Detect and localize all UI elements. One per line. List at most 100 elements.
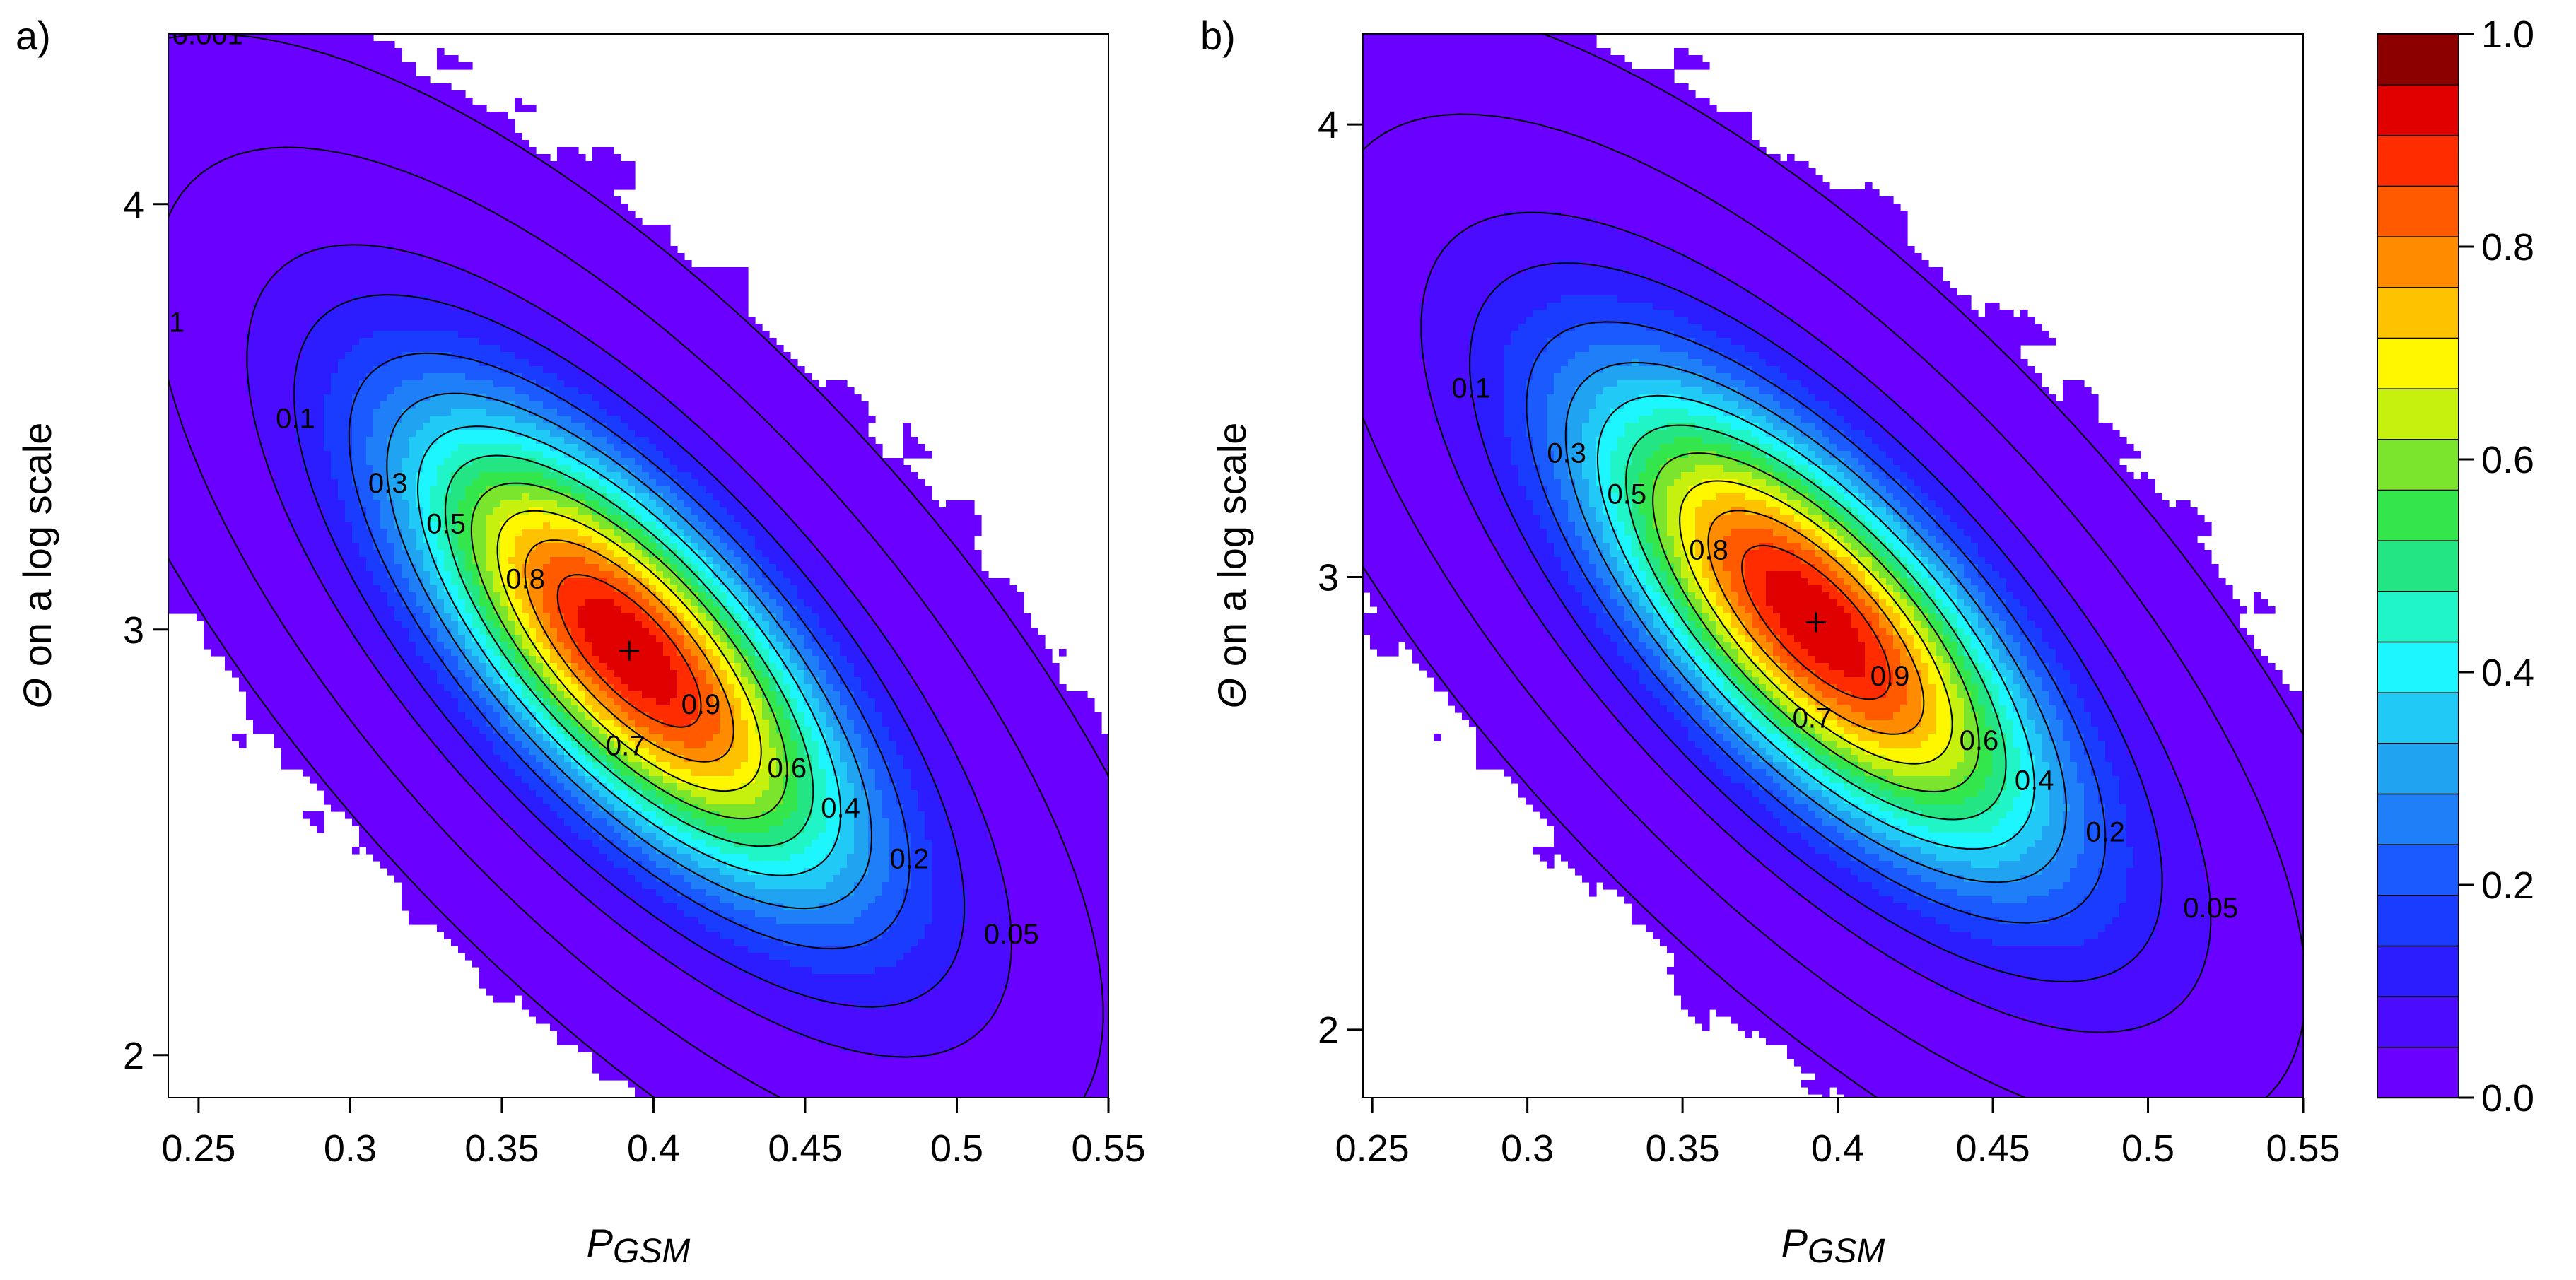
panel-a-heat-cell <box>585 769 600 777</box>
panel-b-heat-cell <box>1624 522 1632 529</box>
panel-b-heat-cell <box>1886 430 1929 438</box>
colorbar-segment <box>2377 945 2459 997</box>
panel-b-heat-cell <box>1596 401 1625 409</box>
panel-b-heat-cell <box>1681 705 1703 713</box>
panel-a-heat-cell <box>868 939 918 946</box>
panel-a-heat-cell <box>720 564 734 572</box>
panel-b-heat-cell <box>2006 515 2205 522</box>
panel-a-heat-cell <box>684 656 699 664</box>
panel-b-heat-cell <box>1752 366 1781 374</box>
panel-a-heat-cell <box>1009 960 1108 968</box>
panel-a-heat-cell <box>783 1023 982 1031</box>
panel-b-heat-cell <box>1709 720 1724 727</box>
panel-b-heat-cell <box>1688 635 1696 642</box>
panel-b-heat-cell <box>1469 373 1505 381</box>
panel-b-heat-cell <box>1907 486 1922 494</box>
panel-a-heat-cell <box>713 472 749 480</box>
panel-b-contour-label: 0.8 <box>1689 534 1728 565</box>
panel-a-heat-cell <box>472 458 537 466</box>
panel-b-heat-cell <box>1914 656 1922 664</box>
panel-b-heat-cell <box>1624 571 1632 579</box>
panel-b-heat-cell <box>1363 522 1484 529</box>
panel-b-heat-cell <box>2035 776 2049 784</box>
panel-b-heat-cell <box>1759 783 1781 791</box>
panel-a-heat-cell <box>663 529 671 536</box>
panel-b-heat-cell <box>1702 613 1710 621</box>
panel-a-heat-cell <box>706 903 734 911</box>
panel-a-heat-cell <box>790 712 805 720</box>
panel-b-heat-cell <box>1603 557 1618 565</box>
panel-a-heat-cell <box>911 854 932 862</box>
panel-b-heat-cell <box>1674 543 1682 551</box>
panel-b-heat-cell <box>1363 182 1830 190</box>
panel-a-heat-cell <box>387 472 402 480</box>
panel-b-heat-cell <box>1695 423 1731 430</box>
panel-b-heat-cell <box>1738 599 1752 607</box>
panel-a-heat-cell <box>571 804 586 812</box>
panel-a-heat-cell <box>444 755 480 763</box>
panel-b-heat-cell <box>1978 670 1993 678</box>
panel-b-heat-cell <box>2013 677 2028 685</box>
panel-b-heat-cell <box>1617 578 1625 586</box>
panel-b-heat-cell <box>1674 635 1689 642</box>
panel-b-heat-cell <box>1617 437 1639 445</box>
panel-a-heat-cell <box>571 847 600 855</box>
panel-a-heat-cell <box>451 691 466 699</box>
panel-b-heat-cell <box>1900 804 1993 812</box>
panel-a-heat-cell <box>550 741 558 748</box>
panel-b-heat-cell <box>2070 635 2099 642</box>
panel-b-heat-cell <box>1596 444 1618 452</box>
panel-a-heat-cell <box>550 783 565 791</box>
panel-a-heat-cell <box>649 868 671 876</box>
panel-b-heat-cell <box>1723 352 1760 360</box>
panel-a-heat-cell <box>819 642 841 650</box>
panel-b-heat-cell <box>1533 847 1745 855</box>
panel-a-heat-cell <box>515 769 537 777</box>
panel-b-heat-cell <box>1653 635 1668 642</box>
panel-a-heat-cell <box>875 776 890 784</box>
panel-a-heat-cell <box>486 720 501 727</box>
panel-a-heat-cell <box>571 755 586 763</box>
panel-b-heat-cell <box>1617 543 1632 551</box>
panel-b-heat-cell <box>1646 642 1661 650</box>
panel-a-heat-cell <box>727 635 742 642</box>
svg-text:0.7: 0.7 <box>606 730 645 761</box>
panel-b-heat-cell <box>1829 748 1851 756</box>
panel-a-heat-cell <box>819 592 855 600</box>
panel-a-heat-cell <box>967 1038 1108 1045</box>
panel-a-heat-cell <box>168 606 339 614</box>
panel-b-heat-cell <box>1709 663 1717 671</box>
panel-b-heat-cell <box>1688 564 1703 572</box>
panel-b-heat-cell <box>2133 691 2303 699</box>
panel-b-heat-cell <box>1363 310 1420 317</box>
panel-a-heat-cell <box>168 387 247 395</box>
panel-b-heat-cell <box>1716 663 1731 671</box>
panel-a-heat-cell <box>621 720 636 727</box>
panel-a-heat-cell <box>889 847 911 855</box>
panel-a-heat-cell <box>840 790 855 798</box>
panel-a-heat-cell <box>515 691 522 699</box>
panel-b-heat-cell <box>1646 536 1661 544</box>
panel-a-heat-cell <box>677 826 699 833</box>
panel-a-heat-cell <box>168 98 473 105</box>
panel-a-heat-cell <box>607 409 643 416</box>
panel-b-heat-cell <box>1872 380 2042 388</box>
panel-b-heat-cell <box>2049 606 2085 614</box>
panel-a-heat-cell <box>529 734 544 741</box>
panel-a-heat-cell <box>762 656 770 664</box>
panel-a-heat-cell <box>819 656 833 664</box>
panel-b-heat-cell <box>1801 833 1823 840</box>
panel-a-heat-cell <box>281 755 445 763</box>
panel-a-heat-cell <box>578 684 586 692</box>
panel-a-heat-cell <box>804 663 819 671</box>
panel-b-heat-cell <box>1533 550 1555 558</box>
panel-a-heat-cell <box>755 705 763 713</box>
panel-b-heat-cell <box>1554 465 1569 473</box>
panel-a-heat-cell <box>854 670 876 678</box>
panel-b-heat-cell <box>1554 373 1590 381</box>
svg-text:0.9: 0.9 <box>1870 661 1910 692</box>
panel-a-contour-label: 0.05 <box>984 919 1039 950</box>
panel-a-heat-cell <box>783 691 791 699</box>
panel-b-heat-cell <box>1745 684 1760 692</box>
panel-a-heat-cell <box>727 507 749 515</box>
